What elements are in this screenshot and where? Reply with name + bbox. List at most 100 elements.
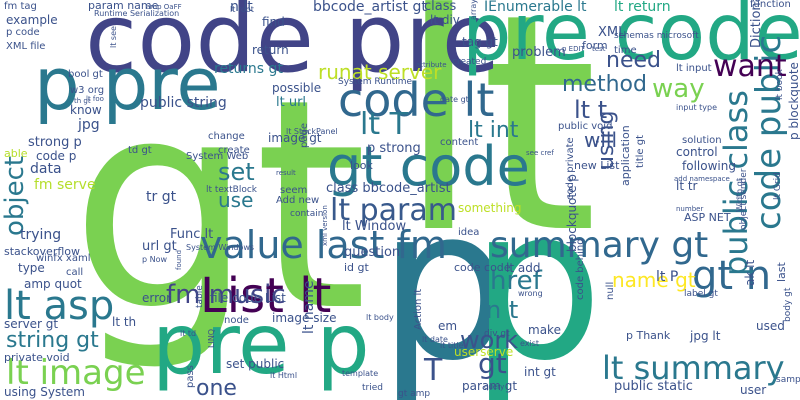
word: gt n (692, 253, 772, 299)
word: strong p (28, 135, 82, 150)
word: will (584, 128, 618, 152)
word: change (208, 131, 245, 142)
word: p strong (367, 141, 421, 156)
word: idea (458, 227, 480, 238)
word: problem (512, 45, 566, 60)
word: lt int (468, 118, 519, 143)
word: url gt (142, 239, 177, 254)
word: Add new (276, 195, 320, 206)
word: gt (478, 347, 507, 380)
word: lt return (614, 0, 671, 15)
word: param name (88, 0, 159, 12)
word: image gt (268, 131, 322, 145)
word: bbcode_artist gt (313, 0, 427, 15)
word: p (378, 162, 512, 400)
word: input type (676, 103, 717, 112)
word: w3 org (70, 85, 105, 96)
word: public string (140, 95, 227, 111)
word: contain (290, 209, 324, 219)
word: winfx xaml (36, 253, 91, 264)
word: last (775, 262, 788, 282)
word: make (528, 323, 561, 337)
word: schemas microsoft (614, 31, 699, 41)
word: time (614, 45, 637, 56)
word: sample (776, 375, 800, 385)
word: gt (70, 38, 368, 375)
word: lt Grid (773, 172, 783, 200)
word: td gt (128, 145, 152, 156)
word: lt add (506, 261, 541, 275)
word: value last fm (200, 223, 447, 267)
word: lt textBlock (206, 185, 257, 195)
word: image size (272, 311, 337, 325)
word: type (18, 261, 45, 275)
word: lt (397, 0, 598, 299)
word: using System (4, 385, 85, 399)
word: name gt (612, 268, 696, 292)
word: call (66, 267, 84, 278)
word: fm tag (4, 1, 37, 12)
word: Func lt (170, 227, 214, 242)
word: T (424, 353, 443, 388)
word: code behind (575, 238, 586, 300)
word: create (218, 145, 250, 156)
word: body gt (783, 287, 793, 322)
word: result (276, 169, 296, 177)
word: lt asp (4, 283, 115, 329)
word: pre p (152, 295, 370, 393)
word: System Web (186, 151, 249, 162)
word: lt th (112, 315, 137, 329)
word: System Runtime (338, 77, 413, 87)
word: Action lt (413, 288, 424, 330)
word: wrong (518, 289, 543, 298)
word: xml version (321, 205, 329, 246)
word: one (196, 376, 237, 400)
word: lt title (440, 341, 464, 350)
word: pre code (462, 0, 800, 78)
word: stackoverflow (4, 245, 80, 258)
word: id gt (344, 261, 369, 274)
word: attribute (416, 61, 447, 69)
word: possible (272, 81, 322, 95)
word: application (619, 125, 632, 186)
word: class bbcode_artist (326, 181, 451, 196)
word: p EDIT (562, 45, 585, 53)
word: content (440, 137, 479, 148)
word: code p (36, 149, 77, 163)
word: example (6, 13, 58, 27)
word: bool gt (68, 69, 103, 80)
word: public static (614, 379, 693, 394)
word: ASP NET (684, 211, 731, 224)
word: p blockquote (787, 62, 800, 140)
word: code lt (338, 73, 495, 127)
word: lt url (276, 95, 307, 110)
word: object (0, 155, 30, 236)
word: find (262, 15, 285, 29)
word: see cref (526, 149, 554, 157)
word: lt StackPanel (286, 127, 338, 136)
word: lt param (330, 193, 458, 228)
word: null (605, 281, 616, 300)
word: div gt (484, 329, 510, 339)
word: way (652, 74, 705, 104)
word: label gt (684, 289, 718, 299)
word: amp OaFF (146, 3, 182, 11)
word: return (252, 43, 289, 57)
word: fm music (166, 280, 286, 310)
word: Width gt (735, 178, 744, 212)
word: add namespace (674, 175, 730, 183)
word: tried (362, 383, 383, 393)
word: template (342, 369, 379, 378)
word: lt summary (602, 349, 785, 387)
word: data (30, 161, 62, 177)
word: query (484, 383, 505, 391)
word: used (756, 319, 785, 333)
word: lt see (109, 26, 118, 48)
word: string gt (6, 328, 99, 353)
word: code code (454, 261, 511, 274)
word: set (218, 158, 255, 186)
word: LINQ (207, 328, 216, 348)
word: userserve (454, 345, 514, 359)
word: amp quot (24, 277, 82, 291)
